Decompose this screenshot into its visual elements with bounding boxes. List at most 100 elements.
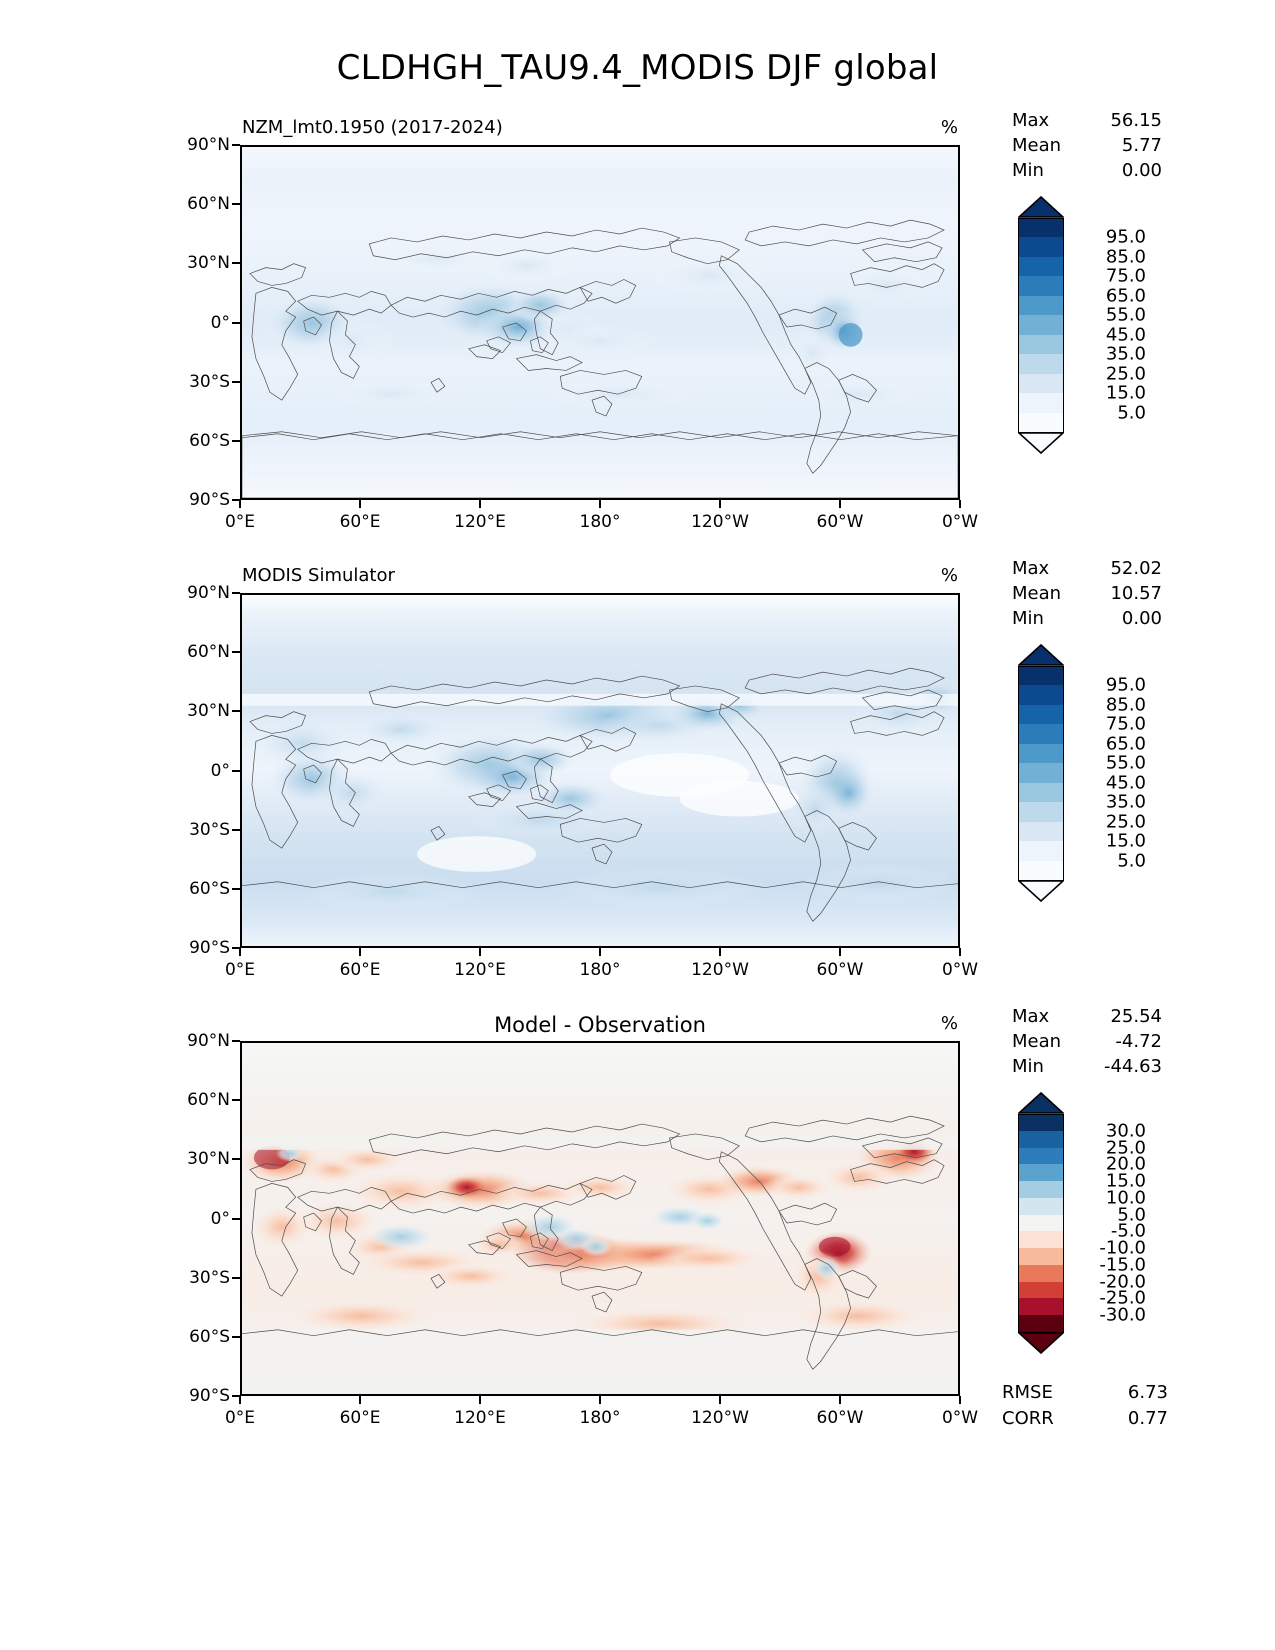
panel-header: NZM_lmt0.1950 (2017-2024) % bbox=[240, 117, 960, 141]
x-axis-tick-mark bbox=[239, 1396, 241, 1404]
colorbar-tick-label: 95.0 bbox=[1105, 226, 1146, 248]
colorbar-segment bbox=[1018, 1248, 1064, 1266]
y-axis-tick-label: 90°S bbox=[189, 490, 230, 510]
panel-difference: Model - Observation % bbox=[187, 1013, 978, 1428]
colorbar-tick-label: 20.0 bbox=[1105, 1153, 1146, 1175]
colorbar-tick-label: 55.0 bbox=[1105, 752, 1146, 774]
panel-units: % bbox=[940, 565, 958, 586]
x-axis-tick-mark bbox=[239, 948, 241, 956]
y-axis-tick-mark bbox=[232, 1335, 240, 1338]
stat-value: 0.00 bbox=[1121, 608, 1162, 629]
colorbar-bottom-edge bbox=[1018, 1332, 1064, 1333]
x-axis-tick-label: 0°E bbox=[224, 960, 256, 980]
stats-block-observation: Max 56.15 Mean 5.77 Min 0.00 bbox=[1012, 108, 1162, 183]
panel-header: MODIS Simulator % bbox=[240, 565, 960, 589]
stat-key: Mean bbox=[1012, 135, 1062, 156]
stat-row: Max 52.02 bbox=[1012, 556, 1162, 581]
colorbar-tick-label: 75.0 bbox=[1105, 265, 1146, 287]
y-axis-tick-mark bbox=[232, 144, 240, 146]
y-axis-tick-mark bbox=[232, 380, 240, 383]
skill-score-row: RMSE 6.73 bbox=[1002, 1380, 1168, 1406]
y-axis-tick-mark bbox=[232, 1099, 240, 1102]
x-axis-tick-label: 120°W bbox=[691, 512, 749, 532]
colorbar-extend-bottom bbox=[1018, 432, 1064, 454]
stat-value: 25.54 bbox=[1110, 1006, 1162, 1027]
colorbar-segment bbox=[1018, 666, 1064, 687]
x-axis-tick-mark bbox=[599, 948, 601, 956]
colorbar-top-edge bbox=[1018, 666, 1064, 667]
colorbar-segment bbox=[1018, 1264, 1064, 1283]
y-axis-tick-label: 90°N bbox=[187, 1031, 230, 1051]
map-inner bbox=[242, 147, 958, 498]
stat-key: Max bbox=[1012, 110, 1050, 131]
panel-model: MODIS Simulator % bbox=[187, 565, 978, 980]
colorbar-observation[interactable]: 95.0 85.0 75.0 65.0 55.0 45.0 35.0 25.0 15.0 5.0 bbox=[1018, 196, 1146, 454]
stat-row: Min 0.00 bbox=[1012, 606, 1162, 631]
colorbar-extend-bottom bbox=[1018, 880, 1064, 902]
colorbar-extend-top bbox=[1018, 644, 1064, 666]
y-axis-tick-mark bbox=[232, 1158, 240, 1161]
colorbar-bottom-edge bbox=[1018, 432, 1064, 433]
y-axis-tick-label: 0° bbox=[210, 1208, 230, 1229]
stat-row: Mean 10.57 bbox=[1012, 581, 1162, 606]
colorbar-tick-label: 35.0 bbox=[1105, 343, 1146, 365]
colorbar-segment bbox=[1018, 743, 1064, 764]
colorbar-segment bbox=[1018, 393, 1064, 414]
y-axis-tick-label: 60°N bbox=[187, 642, 230, 663]
x-axis-tick-mark bbox=[959, 500, 961, 508]
figure-title: CLDHGH_TAU9.4_MODIS DJF global bbox=[336, 48, 939, 88]
colorbar-tick-label: -25.0 bbox=[1099, 1287, 1146, 1309]
colorbar-tick-label: 85.0 bbox=[1105, 694, 1146, 716]
stat-value: -44.63 bbox=[1103, 1056, 1162, 1077]
x-axis-tick-label: 120°E bbox=[454, 512, 506, 532]
colorbar-tick-label: 5.0 bbox=[1117, 850, 1146, 872]
stats-block-difference: Max 25.54 Mean -4.72 Min -44.63 bbox=[1012, 1004, 1162, 1079]
x-axis-tick-label: 120°W bbox=[691, 960, 749, 980]
x-axis-tick-mark bbox=[239, 500, 241, 508]
colorbar-tick-label: 45.0 bbox=[1105, 324, 1146, 346]
x-axis-tick-label: 0°W bbox=[941, 1408, 979, 1428]
x-axis-tick-mark bbox=[599, 500, 601, 508]
map-plot-model[interactable] bbox=[240, 593, 960, 948]
colorbar-tick-label: 75.0 bbox=[1105, 713, 1146, 735]
y-axis-tick-mark bbox=[232, 1276, 240, 1279]
y-axis-tick-label: 60°N bbox=[187, 194, 230, 215]
colorbar-segment bbox=[1018, 1130, 1064, 1149]
colorbar-tick-label: 35.0 bbox=[1105, 791, 1146, 813]
map-plot-observation[interactable] bbox=[240, 145, 960, 500]
x-axis-tick-label: 180° bbox=[579, 1408, 621, 1428]
y-axis-tick-label: 60°S bbox=[189, 878, 230, 899]
colorbar-segment bbox=[1018, 412, 1064, 433]
x-axis-tick-mark bbox=[719, 1396, 721, 1404]
panel-label: MODIS Simulator bbox=[242, 565, 395, 586]
x-axis-tick-mark bbox=[959, 1396, 961, 1404]
stat-row: Max 56.15 bbox=[1012, 108, 1162, 133]
stat-value: 5.77 bbox=[1121, 135, 1162, 156]
stat-value: 10.57 bbox=[1110, 583, 1162, 604]
colorbar-difference[interactable]: 30.0 25.0 20.0 15.0 10.0 5.0 -5.0 -10.0 -15.0 -20… bbox=[1018, 1092, 1146, 1354]
colorbar-tick-label: -30.0 bbox=[1099, 1304, 1146, 1326]
colorbar-tick-label: 85.0 bbox=[1105, 246, 1146, 268]
y-axis-tick-mark bbox=[232, 321, 240, 324]
colorbar-tick-label: 25.0 bbox=[1105, 1137, 1146, 1159]
colorbar-bottom-edge bbox=[1018, 880, 1064, 881]
colorbar-model[interactable]: 95.0 85.0 75.0 65.0 55.0 45.0 35.0 25.0 15.0 5.0 bbox=[1018, 644, 1146, 902]
x-axis-tick-label: 60°E bbox=[339, 960, 381, 980]
colorbar-tick-label: 65.0 bbox=[1105, 285, 1146, 307]
x-axis-tick-label: 60°W bbox=[816, 960, 864, 980]
x-axis-tick-label: 0°W bbox=[941, 512, 979, 532]
panel-units: % bbox=[940, 117, 958, 138]
colorbar-segment bbox=[1018, 1315, 1064, 1333]
x-axis-tick-label: 60°E bbox=[339, 512, 381, 532]
field-shading-observation bbox=[242, 147, 958, 498]
colorbar-segment bbox=[1018, 1147, 1064, 1165]
colorbar-segment bbox=[1018, 724, 1064, 745]
stat-key: Mean bbox=[1012, 1031, 1062, 1052]
map-plot-difference[interactable] bbox=[240, 1041, 960, 1396]
y-axis-tick-mark bbox=[232, 769, 240, 772]
colorbar-tick-label: 65.0 bbox=[1105, 733, 1146, 755]
y-axis-tick-label: 30°N bbox=[187, 253, 230, 274]
x-axis-tick-mark bbox=[479, 1396, 481, 1404]
x-axis-tick-mark bbox=[959, 948, 961, 956]
